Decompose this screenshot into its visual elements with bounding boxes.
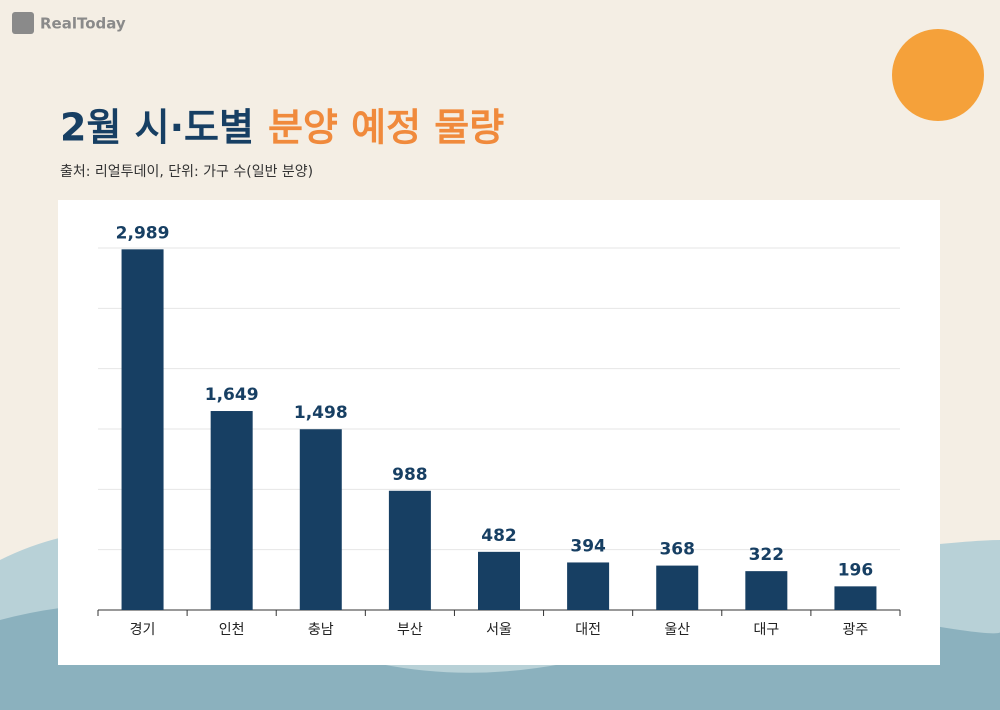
bar — [121, 249, 164, 610]
bar — [299, 429, 342, 610]
sun — [892, 29, 984, 121]
value-label: 1,649 — [205, 385, 259, 405]
x-tick-label: 대전 — [575, 622, 601, 638]
brand: RealToday — [40, 15, 126, 33]
value-label: 1,498 — [294, 403, 348, 423]
bar — [567, 562, 610, 610]
bar — [834, 586, 877, 610]
bar — [745, 571, 788, 610]
bar — [478, 551, 520, 610]
x-tick-label: 대구 — [753, 622, 779, 638]
chart-title-highlight: 분양 예정 물량 — [268, 106, 504, 150]
value-label: 482 — [481, 526, 517, 546]
x-tick-label: 광주 — [843, 622, 869, 638]
x-tick-label: 경기 — [130, 622, 156, 638]
bar — [210, 411, 253, 610]
value-label: 196 — [838, 560, 874, 580]
x-tick-label: 인천 — [219, 622, 245, 638]
chart-title: 2월 시·도별 — [60, 106, 254, 150]
value-label: 322 — [749, 545, 785, 565]
value-label: 2,989 — [116, 223, 170, 243]
value-label: 368 — [659, 540, 695, 560]
bar — [388, 490, 431, 610]
x-tick-label: 부산 — [397, 622, 423, 638]
logo-icon — [12, 12, 34, 34]
x-tick-label: 울산 — [664, 622, 690, 638]
value-label: 988 — [392, 465, 428, 485]
bar — [656, 565, 699, 610]
chart-subtitle: 출처: 리얼투데이, 단위: 가구 수(일반 분양) — [60, 164, 313, 180]
x-tick-label: 서울 — [486, 622, 512, 638]
value-label: 394 — [570, 536, 606, 556]
x-tick-label: 충남 — [308, 622, 334, 638]
